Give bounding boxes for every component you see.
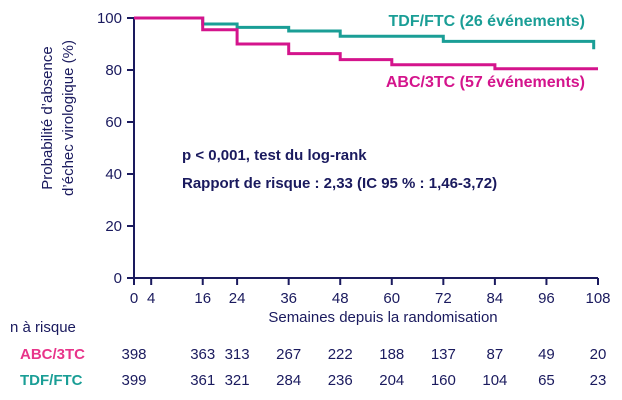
x-tick-label: 108 <box>585 290 610 307</box>
risk-table-cell: 49 <box>538 346 555 363</box>
risk-table-cell: 87 <box>487 346 504 363</box>
y-tick-label: 60 <box>105 114 122 131</box>
y-tick-label: 0 <box>114 270 122 287</box>
risk-table-cell: 20 <box>590 346 607 363</box>
risk-table-values: 398 363 313 267 222 188 137 87 49 20 399 361 321 284 2… <box>121 346 606 389</box>
x-tick-label: 0 <box>130 290 138 307</box>
risk-table-cell: 321 <box>225 372 250 389</box>
x-tick-label: 84 <box>487 290 504 307</box>
x-axis-ticks: 0 4 16 24 36 48 60 72 84 96 108 <box>130 278 611 307</box>
legend-abc-3tc: ABC/3TC (57 événements) <box>386 74 585 91</box>
risk-table-cell: 188 <box>379 346 404 363</box>
risk-table-cell: 222 <box>328 346 353 363</box>
y-tick-label: 100 <box>97 10 122 27</box>
x-tick-label: 48 <box>332 290 349 307</box>
risk-table-title: n à risque <box>10 319 76 336</box>
risk-table-cell: 398 <box>121 346 146 363</box>
risk-table-cell: 267 <box>276 346 301 363</box>
x-tick-label: 16 <box>194 290 211 307</box>
y-axis-ticks: 0 20 40 60 80 100 <box>97 10 134 287</box>
risk-row-label-abc: ABC/3TC <box>20 346 85 363</box>
series-lines <box>134 16 598 71</box>
series-line-abc-3tc <box>134 16 598 71</box>
risk-table-cell: 160 <box>431 372 456 389</box>
risk-table-cell: 284 <box>276 372 301 389</box>
risk-row-label-tdf: TDF/FTC <box>20 372 83 389</box>
y-tick-label: 80 <box>105 62 122 79</box>
x-tick-label: 60 <box>383 290 400 307</box>
annotation-p-value: p < 0,001, test du log-rank <box>182 147 367 164</box>
y-tick-label: 40 <box>105 166 122 183</box>
risk-table-cell: 137 <box>431 346 456 363</box>
y-axis-title-line2: d’échec virologique (%) <box>60 40 77 196</box>
risk-table-cell: 65 <box>538 372 555 389</box>
risk-table-cell: 399 <box>121 372 146 389</box>
y-tick-label: 20 <box>105 218 122 235</box>
x-tick-label: 24 <box>229 290 246 307</box>
x-tick-label: 36 <box>280 290 297 307</box>
risk-table-cell: 104 <box>482 372 507 389</box>
risk-table-cell: 23 <box>590 372 607 389</box>
x-tick-label: 96 <box>538 290 555 307</box>
y-axis-title-line1: Probabilité d’absence <box>39 46 56 189</box>
annotation-hazard-ratio: Rapport de risque : 2,33 (IC 95 % : 1,46… <box>182 175 497 192</box>
x-tick-label: 72 <box>435 290 452 307</box>
risk-table-cell: 204 <box>379 372 404 389</box>
x-tick-label: 4 <box>147 290 155 307</box>
legend-tdf-ftc: TDF/FTC (26 événements) <box>389 13 585 30</box>
axes <box>133 18 598 279</box>
x-axis-title: Semaines depuis la randomisation <box>268 309 497 326</box>
risk-table-cell: 361 <box>190 372 215 389</box>
risk-table-cell: 313 <box>225 346 250 363</box>
risk-table-cell: 236 <box>328 372 353 389</box>
risk-table-cell: 363 <box>190 346 215 363</box>
